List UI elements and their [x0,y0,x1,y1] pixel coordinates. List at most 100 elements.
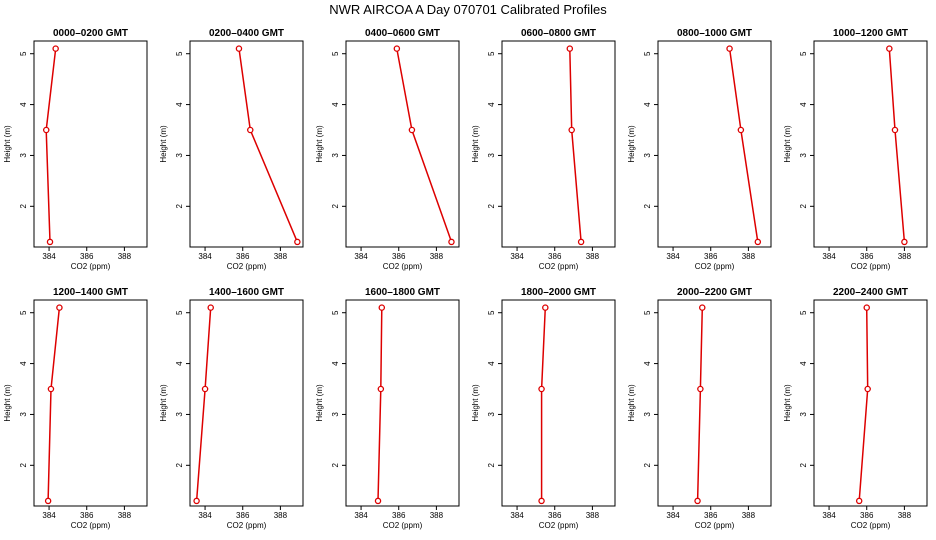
panel-title: 2200–2400 GMT [833,287,908,298]
profile-line [540,307,547,501]
profile-panel: 0600–0800 GMT 384 386 388 2 3 4 5 CO2 (ppm) Heigh… [471,28,616,271]
x-axis-label: CO2 (ppm) [227,262,267,271]
x-tick-label: 384 [510,252,524,261]
profile-line [696,307,704,501]
x-axis-label: CO2 (ppm) [71,262,111,271]
x-tick-label: 386 [704,511,718,520]
data-point [46,238,54,246]
data-point [864,385,871,393]
y-tick-label: 4 [799,102,808,107]
x-tick-label: 384 [354,252,368,261]
y-tick-label: 3 [331,153,340,158]
data-point [566,45,574,52]
y-axis-label: Height (m) [627,384,636,422]
data-point [538,385,545,393]
x-tick-label: 388 [898,511,912,520]
data-point [378,304,386,311]
y-tick-label: 5 [643,51,652,56]
y-tick-label: 2 [331,204,340,209]
y-tick-label: 2 [175,204,184,209]
data-point [568,126,575,134]
profile-line [195,307,212,501]
data-point [737,126,745,134]
x-tick-label: 386 [704,252,718,261]
x-tick-label: 386 [236,252,250,261]
data-point [694,497,701,505]
x-tick-label: 386 [392,511,406,520]
plot-frame [345,40,460,248]
x-tick-label: 386 [392,252,406,261]
y-tick-label: 3 [175,412,184,417]
x-axis-label: CO2 (ppm) [71,521,111,530]
y-tick-label: 2 [19,204,28,209]
x-tick-label: 388 [274,252,288,261]
x-tick-label: 384 [822,252,836,261]
y-axis-label: Height (m) [627,125,636,163]
x-tick-label: 386 [548,511,562,520]
y-axis-label: Height (m) [3,125,12,163]
data-point [294,238,301,246]
y-tick-label: 5 [799,310,808,315]
x-tick-label: 384 [666,511,680,520]
plot-frame [189,299,304,507]
plot-frame [33,40,148,248]
x-axis-label: CO2 (ppm) [539,262,579,271]
x-tick-label: 384 [666,252,680,261]
y-tick-label: 3 [487,153,496,158]
x-axis-label: CO2 (ppm) [539,521,579,530]
x-tick-label: 388 [118,252,132,261]
x-axis-label: CO2 (ppm) [383,262,423,271]
panel-title: 2000–2200 GMT [677,287,752,298]
data-point [886,45,893,52]
panel-title: 0000–0200 GMT [53,28,128,39]
panel-title: 0800–1000 GMT [677,28,752,39]
x-tick-label: 386 [236,511,250,520]
x-tick-label: 388 [586,252,600,261]
data-point [56,304,63,311]
y-tick-label: 5 [175,51,184,56]
y-tick-label: 4 [331,361,340,366]
data-point [448,238,455,246]
y-tick-label: 5 [19,310,28,315]
profile-line [396,48,453,243]
y-tick-label: 2 [799,204,808,209]
data-point [863,304,870,311]
data-point [855,497,863,505]
y-tick-label: 4 [799,361,808,366]
plot-frame [657,40,772,248]
data-point [47,385,55,393]
y-tick-label: 3 [19,412,28,417]
data-point [538,497,545,505]
y-tick-label: 2 [487,463,496,468]
y-tick-label: 3 [19,153,28,158]
x-tick-label: 384 [354,511,368,520]
data-point [726,45,733,52]
data-point [235,45,243,52]
x-tick-label: 384 [42,511,56,520]
y-tick-label: 3 [331,412,340,417]
y-tick-label: 2 [331,463,340,468]
x-tick-label: 388 [430,511,444,520]
profile-line [858,307,869,501]
x-tick-label: 384 [42,252,56,261]
y-tick-label: 3 [643,412,652,417]
x-tick-label: 384 [822,511,836,520]
y-tick-label: 4 [175,361,184,366]
plot-frame [657,299,772,507]
y-tick-label: 4 [19,361,28,366]
panel-title: 0400–0600 GMT [365,28,440,39]
data-point [207,304,214,311]
plot-frame [501,299,616,507]
x-axis-label: CO2 (ppm) [227,521,267,530]
data-point [697,385,704,393]
y-axis-label: Height (m) [315,384,324,422]
x-tick-label: 388 [118,511,132,520]
data-point [193,497,200,505]
y-tick-label: 2 [799,463,808,468]
plot-frame [189,40,304,248]
data-point [377,385,385,393]
profile-line [238,48,298,243]
profile-line [569,48,582,242]
y-tick-label: 4 [487,102,496,107]
x-tick-label: 386 [860,511,874,520]
